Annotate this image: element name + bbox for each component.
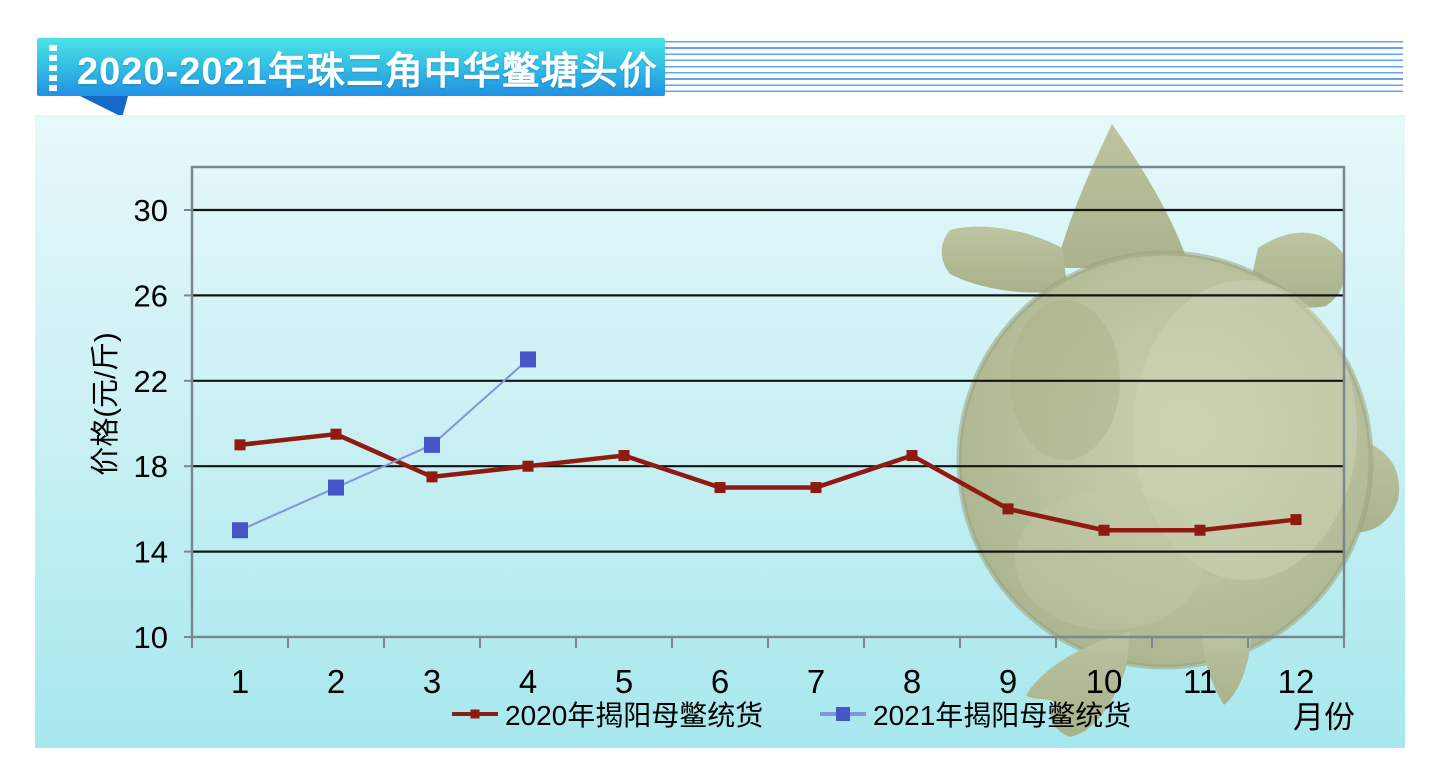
- y-tick-label: 14: [134, 535, 168, 570]
- title-banner: 2020-2021年珠三角中华鳖塘头价: [37, 38, 665, 96]
- data-point-2020: [618, 450, 630, 462]
- data-point-2021: [520, 351, 536, 368]
- y-tick-label: 26: [134, 278, 168, 313]
- series-line-2021: [239, 358, 529, 532]
- x-tick-label: 5: [615, 663, 633, 700]
- turtle-carapace: [956, 250, 1374, 670]
- data-point-2020: [330, 428, 342, 440]
- data-point-2020: [714, 482, 726, 494]
- x-tick-label: 4: [519, 663, 537, 700]
- turtle-front-left-flipper: [941, 226, 1068, 293]
- legend-swatch-2021: [820, 707, 866, 721]
- x-tick-label: 1: [231, 663, 249, 700]
- y-tick-label: 30: [134, 193, 168, 228]
- x-tick-label: 10: [1086, 663, 1123, 700]
- legend-label-2020: 2020年揭阳母鳖统货: [505, 700, 764, 731]
- y-tick-label: 22: [134, 364, 168, 399]
- data-point-2021: [424, 436, 440, 453]
- data-point-2020: [810, 482, 822, 494]
- data-point-2020: [1194, 524, 1206, 536]
- x-tick-label: 12: [1278, 663, 1315, 700]
- data-point-2020: [234, 439, 246, 451]
- turtle-image: [941, 124, 1400, 737]
- legend-marker-2021: [836, 707, 850, 721]
- legend-swatch-2020: [452, 709, 498, 719]
- data-point-2020: [1290, 514, 1302, 526]
- turtle-rear-right-flipper: [1202, 634, 1252, 705]
- data-point-2020: [522, 460, 534, 472]
- x-tick-label: 7: [807, 663, 825, 700]
- data-point-2020: [1098, 524, 1110, 536]
- dashed-line-decoration: [49, 45, 57, 91]
- x-tick-label: 2: [327, 663, 345, 700]
- x-tick-label: 9: [999, 663, 1017, 700]
- turtle-shell-patch: [1015, 490, 1205, 630]
- x-axis-title: 月份: [1293, 700, 1355, 735]
- legend-item-2020: 2020年揭阳母鳖统货: [452, 697, 763, 731]
- data-point-2021: [232, 522, 248, 539]
- data-point-2020: [1002, 503, 1014, 515]
- x-tick-label: 6: [711, 663, 729, 700]
- turtle-head: [1056, 124, 1190, 268]
- turtle-shell-highlight: [1133, 280, 1357, 580]
- data-point-2021: [328, 479, 344, 496]
- x-tick-label: 3: [423, 663, 441, 700]
- y-tick-label: 18: [134, 449, 168, 484]
- series-line-2020: [239, 431, 1297, 533]
- y-tick-label: 10: [134, 620, 168, 655]
- legend-label-2021: 2021年揭阳母鳖统货: [873, 700, 1132, 731]
- turtle-rear-left-leg: [1026, 632, 1130, 737]
- x-tick-label: 11: [1183, 663, 1217, 700]
- legend-marker-2020: [470, 709, 480, 719]
- page-title: 2020-2021年珠三角中华鳖塘头价: [77, 50, 658, 93]
- x-tick-label: 8: [903, 663, 921, 700]
- pinstripe-decoration: [665, 41, 1403, 93]
- y-axis-title: 价格(元/斤): [90, 332, 122, 476]
- data-point-2020: [906, 450, 918, 462]
- data-point-2020: [426, 471, 438, 483]
- legend-item-2021: 2021年揭阳母鳖统货: [820, 697, 1131, 731]
